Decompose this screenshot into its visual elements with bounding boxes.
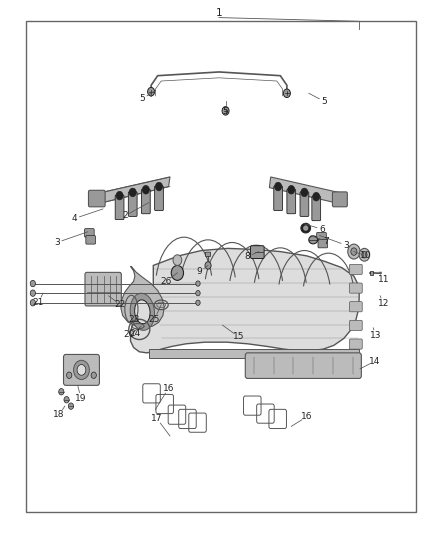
FancyBboxPatch shape	[274, 186, 283, 211]
Circle shape	[74, 360, 89, 379]
FancyBboxPatch shape	[300, 192, 309, 216]
Text: 5: 5	[321, 97, 327, 106]
Circle shape	[129, 188, 136, 197]
Ellipse shape	[134, 300, 150, 324]
FancyBboxPatch shape	[85, 229, 94, 237]
Text: 15: 15	[233, 333, 244, 341]
Polygon shape	[131, 248, 359, 353]
FancyBboxPatch shape	[64, 354, 99, 385]
Text: 25: 25	[148, 316, 160, 324]
Circle shape	[30, 280, 35, 287]
Circle shape	[171, 265, 184, 280]
Circle shape	[91, 372, 96, 378]
Text: 5: 5	[139, 94, 145, 103]
FancyBboxPatch shape	[88, 190, 105, 207]
Circle shape	[196, 300, 200, 305]
FancyBboxPatch shape	[350, 339, 362, 349]
FancyBboxPatch shape	[312, 196, 321, 221]
FancyBboxPatch shape	[350, 302, 362, 312]
Text: 2: 2	[122, 212, 127, 220]
Text: 10: 10	[360, 252, 371, 260]
FancyBboxPatch shape	[332, 192, 347, 207]
Text: 17: 17	[151, 414, 162, 423]
FancyBboxPatch shape	[317, 232, 326, 241]
FancyBboxPatch shape	[318, 239, 328, 248]
Circle shape	[67, 372, 72, 378]
FancyBboxPatch shape	[287, 189, 296, 214]
Circle shape	[196, 290, 200, 296]
Circle shape	[173, 255, 182, 265]
Bar	[149, 349, 359, 358]
Circle shape	[288, 185, 295, 194]
Text: 8: 8	[244, 253, 251, 261]
Bar	[26, 21, 416, 512]
Text: 6: 6	[319, 225, 325, 233]
Text: 18: 18	[53, 410, 65, 419]
Circle shape	[222, 107, 229, 115]
Polygon shape	[121, 266, 164, 328]
Text: 23: 23	[128, 316, 139, 324]
Text: 7: 7	[323, 237, 329, 246]
Text: 26: 26	[160, 277, 171, 286]
Circle shape	[283, 89, 290, 98]
Ellipse shape	[309, 236, 318, 244]
FancyBboxPatch shape	[350, 283, 362, 293]
Ellipse shape	[130, 293, 155, 330]
Text: 19: 19	[75, 394, 87, 403]
FancyBboxPatch shape	[205, 252, 211, 256]
Ellipse shape	[303, 225, 308, 231]
Circle shape	[148, 87, 155, 96]
Text: 22: 22	[115, 301, 126, 309]
Circle shape	[348, 244, 360, 259]
Circle shape	[30, 300, 35, 306]
Text: 4: 4	[72, 214, 77, 223]
Circle shape	[116, 191, 123, 200]
Circle shape	[275, 182, 282, 191]
Polygon shape	[269, 177, 341, 204]
FancyBboxPatch shape	[128, 192, 137, 216]
FancyBboxPatch shape	[251, 246, 264, 259]
Text: 20: 20	[124, 330, 135, 339]
Circle shape	[313, 192, 320, 201]
FancyBboxPatch shape	[350, 264, 362, 274]
Text: 9: 9	[196, 268, 202, 276]
Text: 14: 14	[369, 357, 380, 366]
Text: 5: 5	[223, 108, 229, 116]
Circle shape	[155, 182, 162, 191]
Circle shape	[362, 252, 367, 258]
Text: 11: 11	[378, 276, 389, 284]
Circle shape	[77, 365, 86, 375]
Text: 3: 3	[54, 238, 60, 247]
Bar	[370, 271, 373, 275]
Text: 3: 3	[343, 241, 349, 249]
Text: 24: 24	[129, 329, 141, 337]
FancyBboxPatch shape	[350, 320, 362, 330]
Text: 21: 21	[33, 298, 44, 307]
Text: 12: 12	[378, 300, 389, 308]
Circle shape	[301, 188, 308, 197]
Circle shape	[68, 403, 74, 409]
Circle shape	[359, 248, 370, 261]
Text: 13: 13	[370, 332, 381, 340]
Circle shape	[59, 389, 64, 395]
Circle shape	[196, 281, 200, 286]
FancyBboxPatch shape	[115, 195, 124, 220]
Text: 16: 16	[163, 384, 174, 392]
Text: 16: 16	[301, 413, 312, 421]
FancyBboxPatch shape	[245, 353, 361, 378]
Polygon shape	[99, 177, 170, 204]
Circle shape	[64, 397, 69, 403]
FancyBboxPatch shape	[155, 186, 163, 211]
FancyBboxPatch shape	[86, 236, 95, 244]
FancyBboxPatch shape	[85, 272, 121, 306]
FancyBboxPatch shape	[141, 189, 150, 214]
Text: 1: 1	[215, 9, 223, 18]
Circle shape	[142, 185, 149, 194]
Circle shape	[351, 248, 357, 255]
Circle shape	[30, 290, 35, 296]
Circle shape	[205, 262, 211, 269]
Ellipse shape	[301, 223, 311, 233]
